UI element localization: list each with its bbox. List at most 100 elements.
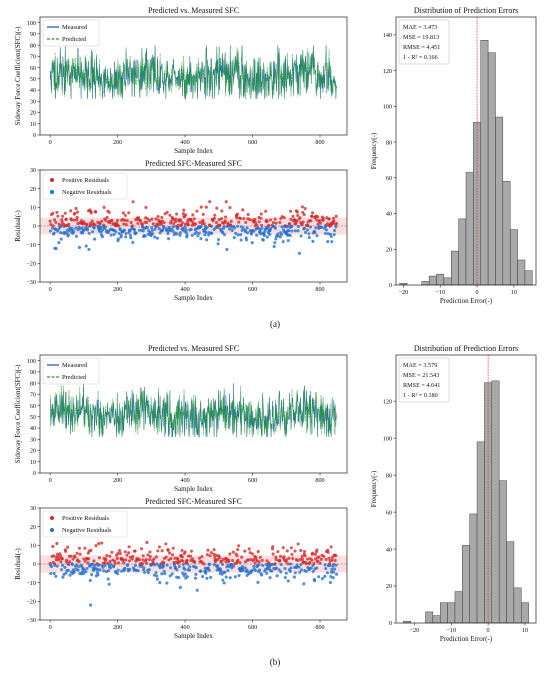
b-residuals-point-positive xyxy=(188,554,193,558)
b-residuals-point-negative xyxy=(123,566,127,570)
a-series-xtick-label: 400 xyxy=(180,139,189,146)
a-residuals-xtick-label: 0 xyxy=(49,286,52,293)
b-residuals-point-negative xyxy=(175,568,179,572)
b-series-ytick-label: 30 xyxy=(30,436,36,443)
a-series-legend-label-predicted: Predicted xyxy=(62,36,87,43)
a-residuals-point-positive xyxy=(259,216,263,220)
a-residuals-point-positive xyxy=(55,210,59,214)
a-series-ylabel: Sideway Force Coefficient(SFC)(-) xyxy=(14,26,22,126)
b-series-title: Predicted vs. Measured SFC xyxy=(148,344,239,353)
b-residuals-point-negative xyxy=(186,562,190,566)
b-residuals-point-negative xyxy=(332,567,337,571)
b-residuals-point-positive xyxy=(200,555,204,559)
b-residuals-point-negative xyxy=(279,570,283,574)
a-residuals-point-negative xyxy=(324,228,328,232)
a-residuals-point-positive xyxy=(229,219,233,223)
b-residuals-point-positive xyxy=(73,555,77,559)
b-histogram-bar xyxy=(439,602,448,624)
a-residuals-point-positive xyxy=(108,221,112,225)
a-histogram-stat-line: 1 - R² = 0.166 xyxy=(403,54,438,61)
b-residuals-point-negative xyxy=(324,566,328,571)
a-residuals-point-negative xyxy=(158,231,162,235)
a-series-ytick-label: 80 xyxy=(30,42,36,49)
a-residuals-point-positive xyxy=(48,219,52,223)
b-residuals-point-positive xyxy=(113,561,117,565)
a-histogram-ytick-label: 100 xyxy=(383,104,392,111)
b-residuals-point-negative xyxy=(325,571,329,575)
b-residuals-point-positive xyxy=(326,550,330,554)
b-residuals-point-positive xyxy=(97,542,101,546)
a-residuals-legend-box xyxy=(42,172,128,200)
b-residuals-point-positive xyxy=(315,548,319,552)
b-residuals-point-positive xyxy=(293,549,297,553)
a-residuals-point-positive xyxy=(213,213,217,217)
a-residuals-point-positive xyxy=(301,220,305,224)
a-residuals-point-negative xyxy=(116,237,120,241)
a-residuals-point-negative xyxy=(153,227,157,231)
a-residuals-point-negative xyxy=(330,240,334,244)
a-residuals-point-positive xyxy=(49,222,53,227)
a-histogram-bar xyxy=(451,250,459,286)
a-residuals-point-positive xyxy=(160,215,164,219)
b-residuals-point-positive xyxy=(145,540,149,545)
b-residuals-point-negative xyxy=(68,573,72,577)
a-residuals-point-negative xyxy=(296,224,300,229)
a-residuals-point-positive xyxy=(318,218,322,223)
a-residuals-point-negative xyxy=(249,232,254,236)
a-residuals-point-positive xyxy=(198,220,202,224)
a-histogram-stat-line: RMSE = 4.451 xyxy=(403,44,440,51)
a-residuals-point-negative xyxy=(307,232,311,236)
a-residuals-point-negative xyxy=(57,227,61,231)
b-residuals-point-negative xyxy=(317,575,321,579)
a-residuals-point-negative xyxy=(210,231,214,235)
a-residuals-point-negative xyxy=(280,233,284,237)
a-residuals-point-negative xyxy=(280,225,284,229)
a-residuals-point-negative xyxy=(261,238,265,242)
b-residuals-point-negative xyxy=(108,566,113,570)
b-series-xtick-label: 200 xyxy=(113,477,122,484)
a-residuals-point-negative xyxy=(81,228,86,232)
a-residuals-point-negative xyxy=(232,236,236,240)
a-residuals-point-negative xyxy=(184,231,188,235)
a-residuals-point-negative xyxy=(234,231,238,235)
a-residuals-legend-label-positive: Positive Residuals xyxy=(62,177,110,184)
b-residuals-point-negative xyxy=(222,581,226,585)
b-residuals-point-negative xyxy=(252,564,256,568)
b-histogram-bar xyxy=(447,602,456,624)
b-residuals-point-positive xyxy=(92,559,96,563)
b-residuals-point-positive xyxy=(94,544,98,548)
a-residuals-point-negative xyxy=(281,240,285,244)
a-residuals-ytick-label: 10 xyxy=(30,205,36,212)
a-residuals-point-positive xyxy=(334,214,338,218)
a-residuals-point-positive xyxy=(199,205,203,209)
a-residuals-point-positive xyxy=(255,223,259,227)
b-series-series-predicted xyxy=(49,385,337,436)
b-residuals-point-positive xyxy=(140,547,144,551)
b-residuals-point-positive xyxy=(305,557,310,561)
b-residuals-point-positive xyxy=(148,554,152,559)
a-residuals-point-negative xyxy=(150,226,154,230)
b-residuals-point-positive xyxy=(213,555,217,559)
b-residuals-point-positive xyxy=(287,556,291,560)
a-residuals-point-positive xyxy=(238,216,242,221)
a-residuals-point-positive xyxy=(89,211,93,215)
a-residuals-point-positive xyxy=(271,221,276,225)
a-residuals-point-negative xyxy=(332,228,337,233)
a-residuals-point-positive xyxy=(184,213,188,217)
a-residuals-point-positive xyxy=(123,213,127,217)
b-residuals-point-positive xyxy=(180,555,184,559)
b-residuals-point-negative xyxy=(183,567,187,571)
a-residuals-point-positive xyxy=(151,222,155,226)
a-residuals-point-negative xyxy=(315,234,319,238)
b-residuals-point-positive xyxy=(311,551,315,555)
b-residuals-point-positive xyxy=(146,553,150,557)
a-residuals-title: Predicted SFC-Measured SFC xyxy=(145,159,242,168)
b-residuals-point-positive xyxy=(198,556,202,560)
b-residuals-point-negative xyxy=(233,575,237,579)
b-residuals-point-negative xyxy=(106,577,110,581)
a-residuals-point-positive xyxy=(159,222,163,226)
a-residuals-ytick-label: −20 xyxy=(26,261,36,268)
a-residuals-point-positive xyxy=(79,219,84,223)
b-residuals-point-negative xyxy=(254,568,258,573)
a-residuals-xtick-label: 400 xyxy=(180,286,189,293)
